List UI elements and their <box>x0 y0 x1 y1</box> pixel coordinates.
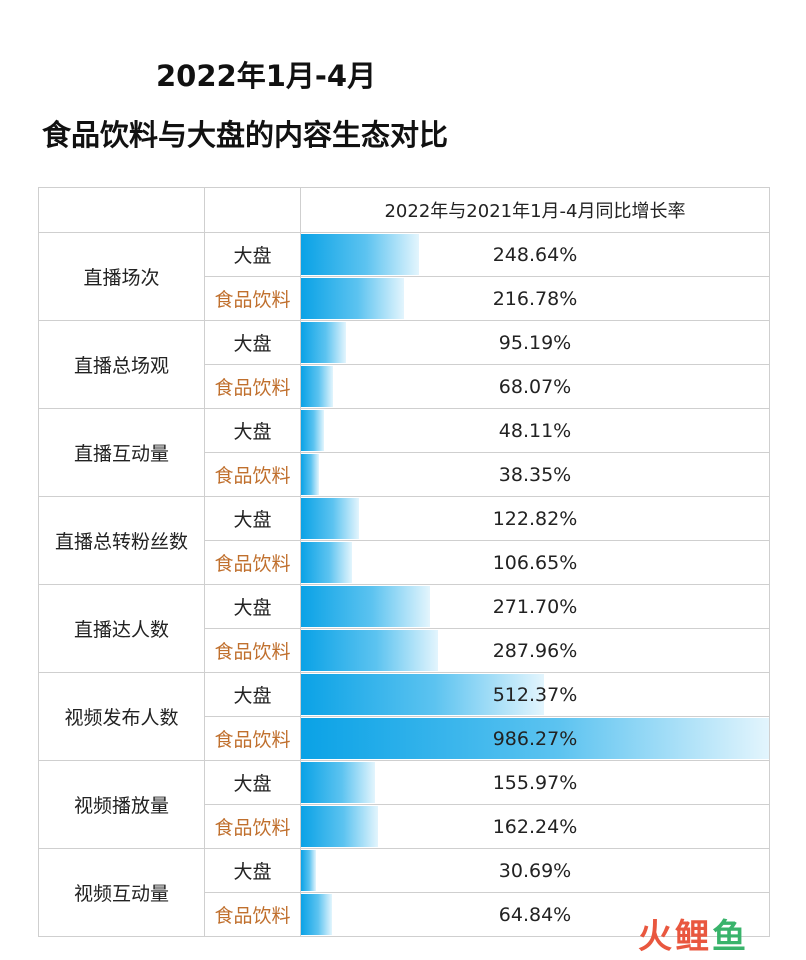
data-bar <box>301 322 347 363</box>
group-label: 大盘 <box>204 848 301 893</box>
data-value-label: 271.70% <box>492 595 578 618</box>
table-row: 视频播放量 大盘 155.97% <box>38 760 770 849</box>
logo-char-1: 火 <box>638 916 673 957</box>
table-row: 食品饮料 64.84% <box>39 892 770 937</box>
group-label: 食品饮料 <box>204 540 301 585</box>
data-bar <box>301 498 360 539</box>
table-row: 直播总转粉丝数 大盘 122.82% <box>38 496 770 585</box>
group-label: 食品饮料 <box>204 628 301 673</box>
table-row: 食品饮料 38.35% <box>39 452 770 497</box>
data-bar <box>301 674 545 715</box>
value-cell: 162.24% <box>300 804 770 849</box>
group-label: 大盘 <box>204 496 301 541</box>
table-row: 食品饮料 287.96% <box>39 628 770 673</box>
value-cell: 986.27% <box>300 716 770 761</box>
table-row: 食品饮料 68.07% <box>39 364 770 409</box>
value-cell: 95.19% <box>300 320 770 365</box>
data-bar <box>301 850 316 891</box>
header-empty-cell-metric <box>38 187 205 233</box>
value-cell: 287.96% <box>300 628 770 673</box>
header-empty-cell-group <box>204 187 301 233</box>
data-bar <box>301 454 320 495</box>
value-cell: 271.70% <box>300 584 770 629</box>
data-value-label: 48.11% <box>498 419 572 442</box>
table-header-row: 2022年与2021年1月-4月同比增长率 <box>38 187 770 233</box>
growth-data-table: 2022年与2021年1月-4月同比增长率 直播场次 大盘 248.64% 食品饮料 2… <box>38 187 770 937</box>
group-label: 食品饮料 <box>204 276 301 321</box>
metric-label: 视频互动量 <box>38 848 205 937</box>
metric-label: 直播总转粉丝数 <box>38 496 205 585</box>
metric-label: 直播总场观 <box>38 320 205 409</box>
data-value-label: 986.27% <box>492 727 578 750</box>
group-label: 食品饮料 <box>204 892 301 937</box>
table-row: 直播互动量 大盘 48.11% <box>38 408 770 497</box>
value-cell: 68.07% <box>300 364 770 409</box>
data-value-label: 64.84% <box>498 903 572 926</box>
data-value-label: 155.97% <box>492 771 578 794</box>
data-value-label: 162.24% <box>492 815 578 838</box>
table-row: 直播总场观 大盘 95.19% <box>38 320 770 409</box>
table-row: 直播达人数 大盘 271.70% <box>38 584 770 673</box>
brand-watermark-logo: 火 鲤 鱼 <box>638 913 747 957</box>
value-cell: 38.35% <box>300 452 770 497</box>
header-value-text: 2022年与2021年1月-4月同比增长率 <box>384 201 686 222</box>
group-label: 大盘 <box>204 408 301 453</box>
value-cell: 216.78% <box>300 276 770 321</box>
data-bar <box>301 586 430 627</box>
logo-char-2: 鲤 <box>675 916 710 957</box>
data-value-label: 216.78% <box>492 287 578 310</box>
group-label: 大盘 <box>204 584 301 629</box>
group-label: 大盘 <box>204 232 301 277</box>
value-cell: 48.11% <box>300 408 770 453</box>
metric-label: 视频发布人数 <box>38 672 205 761</box>
data-value-label: 248.64% <box>492 243 578 266</box>
data-value-label: 287.96% <box>492 639 578 662</box>
metric-label: 直播互动量 <box>38 408 205 497</box>
table-row: 食品饮料 162.24% <box>39 804 770 849</box>
value-cell: 248.64% <box>300 232 770 277</box>
data-bar <box>301 410 324 451</box>
data-value-label: 122.82% <box>492 507 578 530</box>
data-bar <box>301 234 419 275</box>
logo-char-3: 鱼 <box>712 916 747 957</box>
group-label: 食品饮料 <box>204 804 301 849</box>
header-value-label: 2022年与2021年1月-4月同比增长率 <box>300 187 770 233</box>
value-cell: 64.84% <box>300 892 770 937</box>
data-bar <box>301 806 378 847</box>
group-label: 大盘 <box>204 760 301 805</box>
data-bar <box>301 630 438 671</box>
table-row: 直播场次 大盘 248.64% <box>38 232 770 321</box>
group-label: 大盘 <box>204 320 301 365</box>
data-bar <box>301 366 334 407</box>
value-cell: 106.65% <box>300 540 770 585</box>
chart-title-line2: 食品饮料与大盘的内容生态对比 <box>42 118 449 152</box>
value-cell: 512.37% <box>300 672 770 717</box>
data-value-label: 30.69% <box>498 859 572 882</box>
data-value-label: 38.35% <box>498 463 572 486</box>
group-label: 食品饮料 <box>204 452 301 497</box>
chart-title-line1: 2022年1月-4月 <box>156 59 377 93</box>
table-row: 食品饮料 216.78% <box>39 276 770 321</box>
data-value-label: 512.37% <box>492 683 578 706</box>
metric-label: 直播场次 <box>38 232 205 321</box>
group-label: 食品饮料 <box>204 364 301 409</box>
data-bar <box>301 278 404 319</box>
metric-label: 视频播放量 <box>38 760 205 849</box>
group-label: 大盘 <box>204 672 301 717</box>
group-label: 食品饮料 <box>204 716 301 761</box>
data-value-label: 95.19% <box>498 331 572 354</box>
data-bar <box>301 762 375 803</box>
table-row: 视频互动量 大盘 30.69% <box>38 848 770 937</box>
value-cell: 30.69% <box>300 848 770 893</box>
metric-label: 直播达人数 <box>38 584 205 673</box>
table-row: 食品饮料 986.27% <box>39 716 770 761</box>
data-bar <box>301 894 332 935</box>
value-cell: 155.97% <box>300 760 770 805</box>
data-bar <box>301 718 769 759</box>
data-value-label: 68.07% <box>498 375 572 398</box>
value-cell: 122.82% <box>300 496 770 541</box>
data-value-label: 106.65% <box>492 551 578 574</box>
table-row: 视频发布人数 大盘 512.37% <box>38 672 770 761</box>
data-bar <box>301 542 352 583</box>
